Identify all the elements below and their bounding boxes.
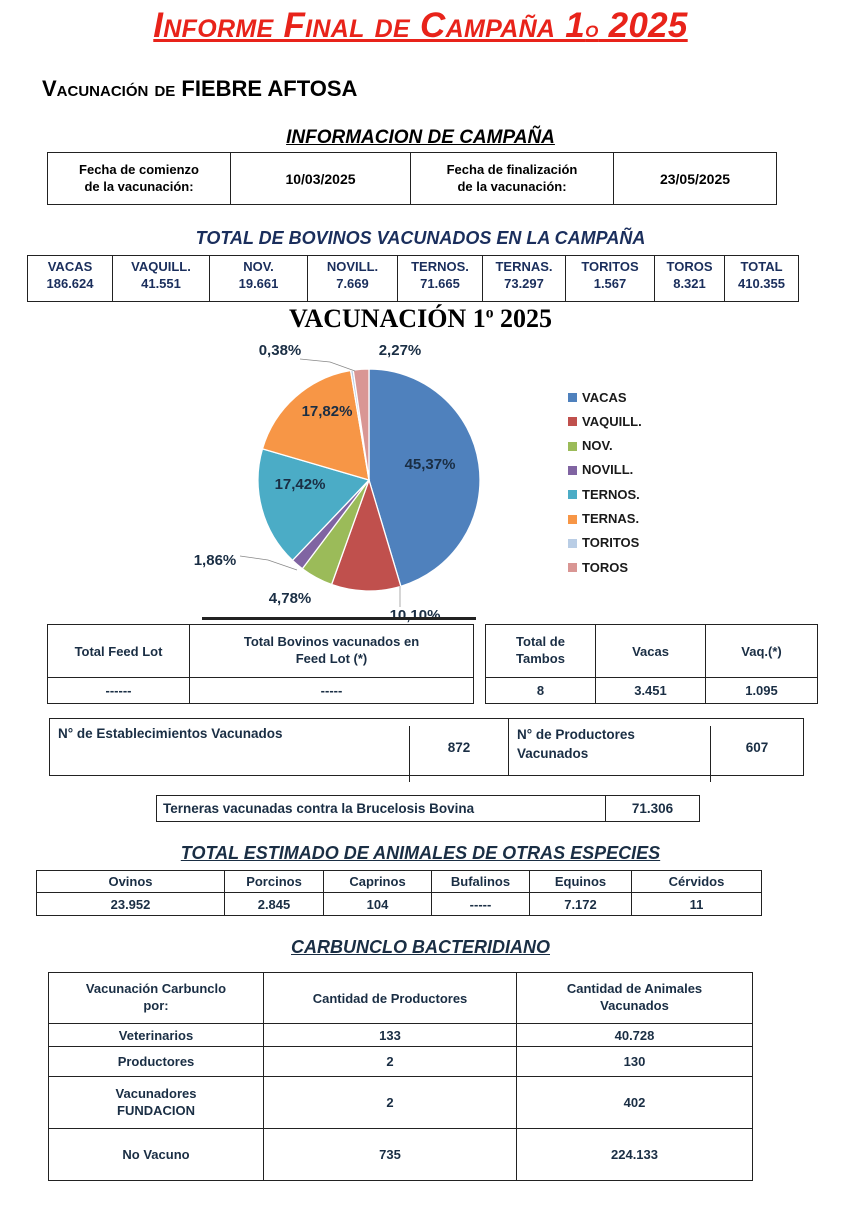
svg-text:1,86%: 1,86% (194, 552, 237, 569)
svg-text:0,38%: 0,38% (259, 342, 302, 359)
svg-text:45,37%: 45,37% (405, 456, 456, 473)
svg-text:4,78%: 4,78% (269, 590, 312, 607)
svg-text:17,42%: 17,42% (275, 476, 326, 493)
svg-text:10,10%: 10,10% (390, 607, 441, 624)
svg-text:2,27%: 2,27% (379, 342, 422, 359)
svg-text:17,82%: 17,82% (302, 403, 353, 420)
